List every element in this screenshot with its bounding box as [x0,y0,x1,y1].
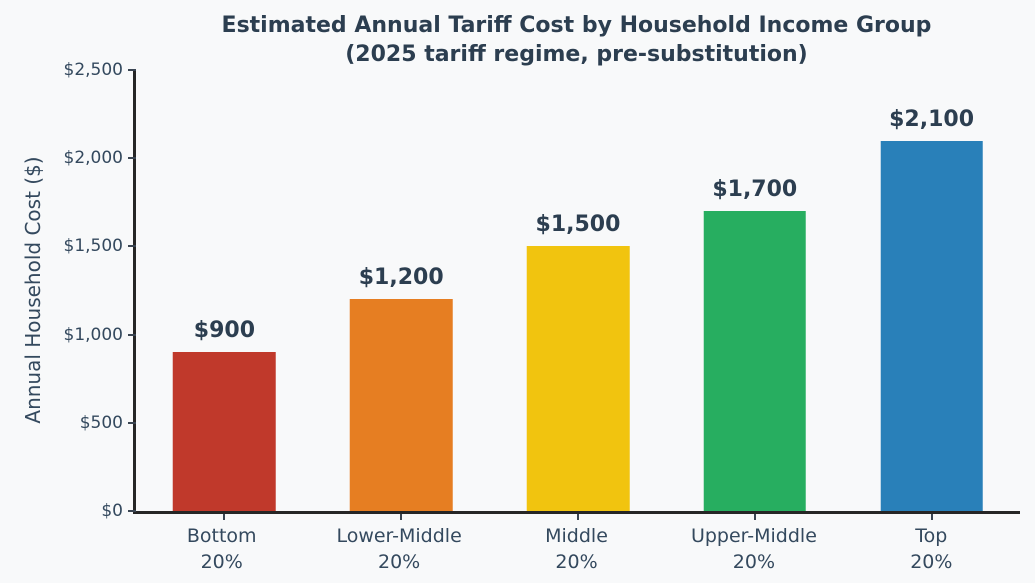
x-axis-label: Bottom 20% [133,523,310,575]
x-axis-label: Upper-Middle 20% [665,523,842,575]
plot-area: $0 $500 $1,000 $1,500 $2,000 $2,500 $900 $1,20… [64,60,1020,521]
x-axis-label-line2: 20% [910,551,953,573]
bar-value-label: $1,700 [712,177,798,203]
y-tick: $1,000 [64,325,136,345]
y-tick-label: $0 [101,501,123,521]
y-tick-mark [128,245,136,248]
x-axis-label-line1: Middle [545,525,608,547]
x-axis-label-line1: Top [915,525,948,547]
y-tick-mark [128,157,136,160]
bar-slot: $900 [136,70,313,520]
bar-slot: $1,700 [666,70,843,520]
x-axis-label-line2: 20% [377,551,421,573]
bar-slot: $1,200 [313,70,490,520]
y-tick-label: $500 [79,412,123,433]
y-tick-mark [128,421,136,424]
y-axis-label: Annual Household Cost ($) [21,156,45,424]
x-axis-label-line1: Lower-Middle [336,525,462,547]
chart-title-line1: Estimated Annual Tariff Cost by Househol… [221,13,932,38]
y-tick: $2,000 [64,148,136,168]
y-tick-label: $2,500 [63,60,123,80]
y-tick: $2,500 [64,60,136,80]
bar-slot: $1,500 [490,70,667,520]
bar-value-label: $2,100 [889,106,975,132]
x-axis-label: Top 20% [843,523,1020,575]
x-tick-mark [223,514,226,520]
x-axis-label-line1: Bottom [186,525,257,547]
y-tick-label: $2,000 [63,148,123,169]
bar-middle-20% [526,246,630,511]
x-axis-label-line2: 20% [555,551,598,573]
x-axis-label-line2: 20% [732,551,776,573]
bar-value-label: $1,200 [358,265,444,291]
bar-upper-middle-20% [703,211,807,511]
chart-title-line2: (2025 tariff regime, pre-substitution) [345,42,808,67]
x-axis-label-line2: 20% [200,551,243,573]
y-tick: $500 [80,413,136,433]
bar-slot: $2,100 [843,70,1020,520]
x-axis-label: Lower-Middle 20% [310,523,487,575]
x-axis-labels: Bottom 20% Lower-Middle 20% Middle 20% Upper-M… [133,523,1020,575]
bars-container: $900 $1,200 $1,500 $1,700 $2,100 [136,70,1020,520]
bar-value-label: $1,500 [535,212,621,238]
bar-lower-middle-20% [349,299,453,511]
chart-title: Estimated Annual Tariff Cost by Househol… [133,11,1020,69]
x-tick-mark [930,514,933,520]
y-tick-label: $1,000 [63,324,123,345]
bar-top-20% [880,140,983,511]
y-tick-mark [128,333,136,336]
x-axis-label-line1: Upper-Middle [690,525,817,547]
x-axis-label: Middle 20% [488,523,665,575]
y-tick: $0 [101,501,136,521]
bar-bottom-20% [173,352,276,511]
x-tick-mark [576,514,579,520]
x-tick-mark [753,514,756,520]
bar-value-label: $900 [193,318,256,344]
y-tick: $1,500 [64,236,136,256]
y-tick-mark [128,510,136,512]
x-tick-mark [400,514,403,520]
y-tick-mark [128,69,136,71]
y-tick-label: $1,500 [63,236,123,257]
